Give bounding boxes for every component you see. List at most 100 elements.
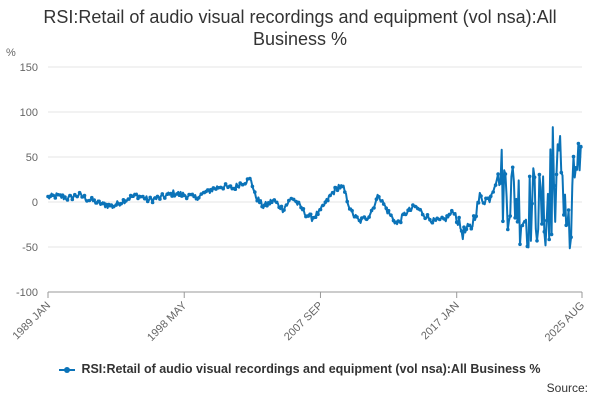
data-point <box>474 214 479 218</box>
data-point <box>274 200 279 205</box>
data-point <box>316 212 320 217</box>
data-point <box>501 219 505 224</box>
y-tick-label: 50 <box>26 152 38 164</box>
data-point <box>82 193 87 198</box>
data-point <box>423 216 427 221</box>
data-point <box>367 215 371 219</box>
data-point <box>564 223 568 228</box>
data-point <box>479 194 483 198</box>
x-tick-label: 1998 MAY <box>145 299 190 344</box>
data-point <box>70 197 75 202</box>
data-point <box>532 175 537 180</box>
data-point <box>340 184 345 189</box>
legend: RSI:Retail of audio visual recordings an… <box>0 362 600 376</box>
data-point <box>330 190 335 195</box>
data-point <box>333 185 337 190</box>
data-point <box>430 220 435 225</box>
data-point <box>552 183 556 188</box>
data-point <box>491 190 496 194</box>
data-point <box>510 165 515 170</box>
data-point <box>73 192 77 197</box>
data-point <box>335 188 340 193</box>
data-point <box>437 217 442 222</box>
source-label: Source: <box>546 381 588 395</box>
data-point <box>287 198 291 203</box>
data-point <box>566 208 571 212</box>
data-point <box>544 218 549 223</box>
data-point <box>233 187 238 191</box>
data-point <box>282 208 286 212</box>
data-point <box>318 207 323 212</box>
data-point <box>308 212 313 217</box>
data-point <box>172 194 177 198</box>
data-point <box>425 213 430 217</box>
data-point <box>428 217 432 222</box>
data-point <box>462 225 466 229</box>
data-point <box>97 199 101 204</box>
data-point <box>399 220 403 225</box>
data-point <box>574 166 578 170</box>
data-point <box>579 144 583 149</box>
data-point <box>148 195 152 200</box>
data-point <box>272 198 277 202</box>
data-point <box>53 196 58 200</box>
data-point <box>184 196 189 201</box>
y-tick-label: -100 <box>16 287 38 299</box>
data-point <box>124 199 128 203</box>
data-point <box>527 174 532 179</box>
data-point <box>450 208 454 213</box>
data-point <box>571 154 576 159</box>
data-point <box>126 197 131 201</box>
data-point <box>284 203 289 207</box>
data-point <box>279 204 284 209</box>
data-point <box>377 195 381 199</box>
data-point <box>158 197 162 201</box>
data-point <box>379 199 384 203</box>
data-point <box>63 195 67 199</box>
data-point <box>119 201 123 206</box>
data-point <box>253 190 257 194</box>
data-point <box>328 193 333 198</box>
data-point <box>160 192 165 196</box>
data-point <box>562 213 566 217</box>
data-point <box>60 193 65 197</box>
data-point <box>372 206 376 210</box>
data-point <box>442 217 447 221</box>
data-point <box>489 194 493 199</box>
data-point <box>141 194 145 199</box>
data-point <box>265 203 269 208</box>
data-point <box>155 194 160 199</box>
x-tick-label: 2017 JAN <box>419 300 462 343</box>
data-point <box>557 147 561 152</box>
data-point <box>90 195 94 200</box>
data-point <box>381 202 386 206</box>
data-point <box>530 201 534 206</box>
data-point <box>481 201 486 205</box>
data-point <box>520 223 525 228</box>
data-point <box>576 141 581 146</box>
data-point <box>355 215 359 219</box>
data-point <box>326 198 330 203</box>
data-point <box>343 190 347 194</box>
data-point <box>313 215 318 219</box>
x-tick-label: 1989 JAN <box>10 300 53 343</box>
data-point <box>459 229 464 233</box>
y-axis-unit-label: % <box>6 47 16 59</box>
data-point <box>357 218 362 223</box>
data-point <box>549 232 554 237</box>
y-tick-label: 100 <box>20 107 38 119</box>
data-point <box>535 239 539 243</box>
data-point <box>321 203 325 208</box>
data-point <box>420 212 425 217</box>
data-point <box>569 235 573 239</box>
data-point <box>508 214 512 218</box>
data-point <box>413 204 418 209</box>
series-line <box>47 126 583 250</box>
data-point <box>77 190 82 195</box>
data-point <box>163 196 167 200</box>
data-point <box>291 197 296 202</box>
data-point <box>467 223 471 228</box>
chart-title: RSI:Retail of audio visual recordings an… <box>43 7 557 49</box>
data-point <box>248 176 252 181</box>
data-point <box>496 172 500 176</box>
